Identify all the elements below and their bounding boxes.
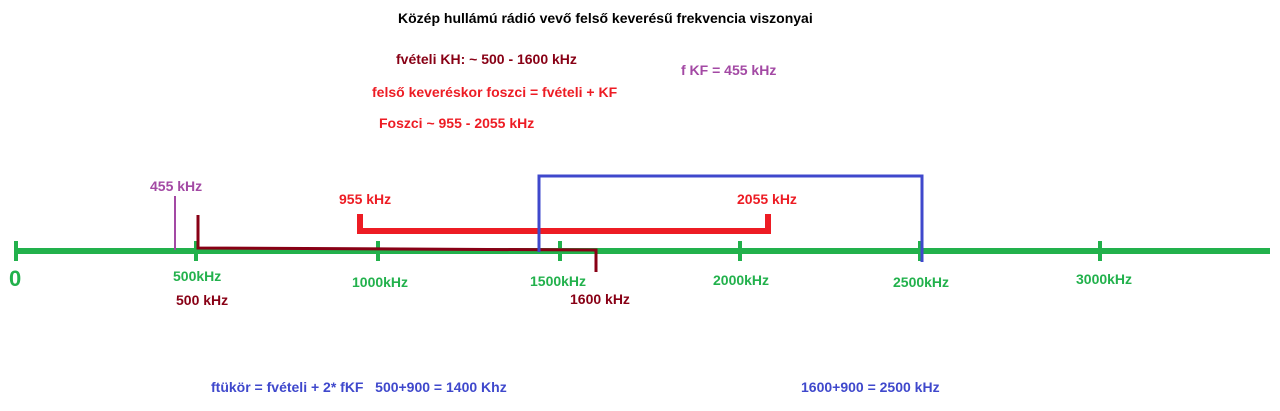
image-frequency-formula: ftükör = fvételi + 2* fKF 500+900 = 1400… (211, 379, 507, 395)
oscillator-range-bracket (357, 214, 771, 234)
axis-label-2500: 2500kHz (893, 274, 950, 290)
receive-band-text: fvételi KH: ~ 500 - 1600 kHz (396, 51, 577, 67)
image-frequency-high: 1600+900 = 2500 kHz (801, 379, 940, 395)
receive-high-label: 1600 kHz (570, 291, 630, 307)
receive-low-label: 500 kHz (176, 292, 229, 308)
oscillator-range-text: Foszci ~ 955 - 2055 kHz (379, 115, 535, 131)
upper-mixing-formula: felső keveréskor foszci = fvételi + KF (372, 84, 618, 100)
receive-band-bracket (196, 215, 598, 272)
if-frequency-text: f KF = 455 kHz (681, 62, 777, 78)
axis-label-1500: 1500kHz (530, 273, 587, 289)
axis-zero-label: 0 (9, 266, 22, 291)
diagram-title: Közép hullámú rádió vevő felső keverésű … (398, 10, 813, 26)
image-frequency-bracket (537, 174, 924, 262)
axis-label-500: 500kHz (173, 268, 222, 284)
axis-label-1000: 1000kHz (352, 274, 409, 290)
oscillator-low-label: 955 kHz (339, 191, 392, 207)
axis-label-2000: 2000kHz (713, 272, 770, 288)
axis-label-3000: 3000kHz (1076, 271, 1133, 287)
oscillator-high-label: 2055 kHz (737, 191, 797, 207)
if-455-label: 455 kHz (150, 178, 203, 194)
